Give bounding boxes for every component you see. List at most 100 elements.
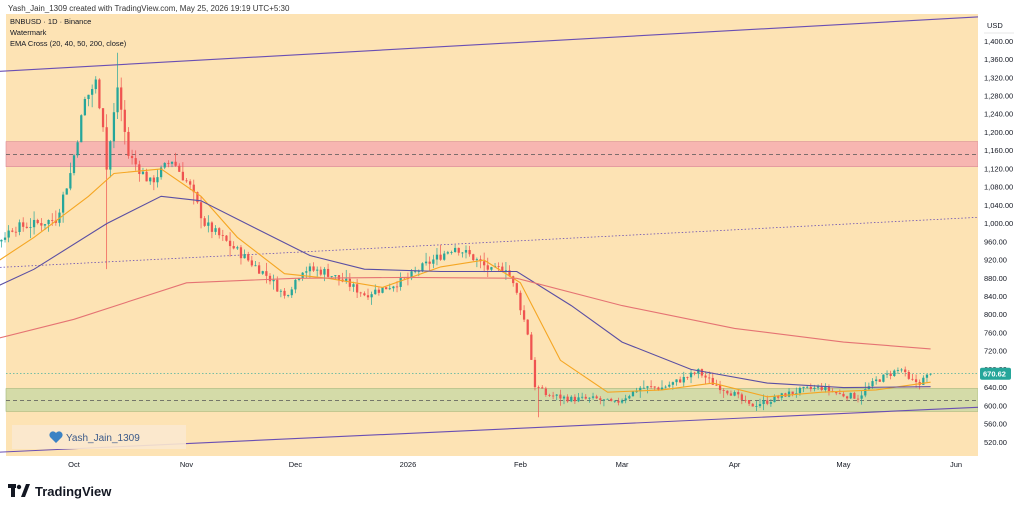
candle-body [512,276,515,284]
candle-body [461,252,464,254]
candle-body [14,231,18,233]
candle-body [555,394,558,396]
candle [18,219,21,236]
candle-body [639,387,642,392]
x-tick-label: 2026 [400,460,417,469]
candle-body [152,177,155,183]
candle [635,387,638,393]
candle-body [722,390,725,391]
candle-body [61,194,65,213]
candle [588,397,591,403]
candle-body [243,254,246,259]
candle [755,401,758,411]
candle [32,211,36,235]
candle [820,383,823,392]
legend-ema-cross[interactable]: EMA Cross (20, 40, 50, 200, close) [10,39,127,48]
candle-body [178,165,181,172]
candle [225,235,228,242]
candle-body [395,286,399,288]
candle [639,386,642,398]
x-tick-label: Apr [729,460,741,469]
candle-body [319,269,322,275]
candle-body [610,398,613,401]
candle-body [116,87,119,113]
candle-body [145,171,148,182]
candle-body [856,398,860,400]
candle [929,373,932,376]
candle-body [424,261,428,264]
candle-body [257,265,261,274]
y-tick-label: 640.00 [984,383,1007,392]
candle-body [265,271,268,276]
candle [65,188,68,195]
candle [127,127,130,159]
candle [457,247,460,256]
candle-body [541,387,544,389]
ema-20-line[interactable] [0,168,931,398]
candle-body [875,379,878,382]
candle-body [101,108,105,128]
candle [101,107,105,132]
time-scale[interactable] [0,456,1024,474]
candle [76,140,79,158]
upper-channel-line[interactable] [0,15,989,73]
candle [787,388,791,398]
candle-body [421,263,424,272]
candle [370,291,373,305]
candle [91,84,94,108]
candle [199,196,203,229]
candle-body [871,381,874,387]
legend-watermark[interactable]: Watermark [10,28,47,37]
candle-body [374,289,377,295]
candle [170,161,174,168]
price-scale[interactable] [978,14,1024,456]
candle-body [483,261,486,266]
candle-body [660,387,664,390]
candle-body [189,181,192,185]
candle-body [864,389,867,396]
candle [236,245,239,250]
candle-body [657,387,660,390]
x-tick-label: Dec [289,460,303,469]
candle [424,252,428,266]
ema-50-line[interactable] [0,195,931,389]
candle [464,245,468,259]
candle [145,168,148,182]
candle-body [922,377,925,385]
y-tick-label: 1,120.00 [984,164,1013,173]
candle [682,371,685,388]
candle [272,274,275,290]
y-tick-label: 1,280.00 [984,92,1013,101]
candle [29,218,32,239]
tradingview-logo-icon [8,484,30,497]
candle-body [385,287,388,290]
dotted-trend-line[interactable] [0,216,989,269]
candle [210,221,214,239]
candle [319,266,322,277]
candle-body [838,393,841,395]
candle-body [199,202,203,219]
candle-body [156,177,159,183]
candle [646,385,649,394]
candle-body [806,386,809,388]
candle [268,273,272,285]
currency-label: USD [987,21,1003,30]
candle [522,305,526,322]
candle-body [76,142,79,156]
candle [885,370,889,378]
ema-200-line[interactable] [0,276,931,350]
candle-body [729,393,733,396]
candle [14,226,18,237]
legend-symbol[interactable]: BNBUSD · 1D · Binance [10,17,91,26]
candle [185,178,188,183]
candle [664,385,667,389]
candle [247,251,250,262]
candle [751,403,754,407]
candle [355,278,359,299]
candle-body [453,247,457,253]
tradingview-brand[interactable]: TradingView [8,481,111,501]
candle [294,278,297,294]
candle-body [570,396,573,402]
candle-body [490,267,493,270]
